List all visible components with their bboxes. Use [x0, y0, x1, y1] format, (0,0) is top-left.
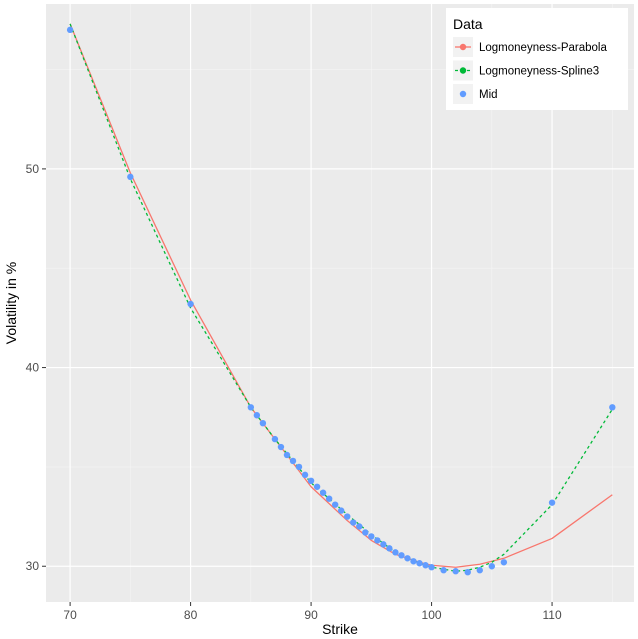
mid-point — [289, 457, 297, 465]
x-tick-label: 100 — [422, 608, 442, 622]
mid-point — [313, 483, 321, 490]
axis-ticks — [42, 168, 553, 606]
mid-point — [319, 489, 327, 496]
mid-point — [380, 541, 387, 548]
mid-point — [259, 419, 267, 427]
mid-point — [392, 549, 399, 556]
y-tick-label: 40 — [26, 361, 40, 375]
x-tick-label: 110 — [542, 608, 561, 622]
legend-background — [446, 8, 628, 110]
mid-point — [295, 463, 303, 471]
mid-point — [271, 435, 279, 443]
mid-point — [247, 404, 255, 411]
mid-point — [283, 451, 291, 459]
series-layer — [66, 23, 616, 576]
mid-point — [410, 558, 417, 565]
legend-title: Data — [453, 16, 483, 32]
mid-point — [404, 555, 411, 562]
mid-point — [331, 501, 339, 508]
logmoneyness-spline3-legend-marker — [459, 67, 467, 74]
x-tick-label: 70 — [63, 608, 77, 622]
legend-items: Logmoneyness-Parabola Logmoneyness-Spline… — [453, 37, 607, 104]
mid-point — [416, 560, 423, 567]
mid-point — [500, 559, 508, 566]
legend-label: Logmoneyness-Spline3 — [479, 66, 599, 78]
mid-point — [127, 173, 134, 181]
legend: Data Logmoneyness-Parabola Logmoneyness-S… — [446, 8, 628, 110]
mid-legend-marker — [459, 90, 467, 98]
mid-point — [344, 513, 351, 520]
mid-point — [398, 552, 405, 559]
x-axis-title: Strike — [322, 621, 358, 637]
legend-label: Logmoneyness-Parabola — [479, 42, 607, 54]
mid-point — [301, 471, 309, 479]
mid-point — [464, 568, 471, 576]
mid-point — [386, 545, 393, 552]
mid-point — [609, 404, 616, 411]
axis-labels: 70 80 90 100 110 30 40 50 — [26, 162, 562, 622]
mid-point — [338, 507, 345, 514]
y-axis-title: Volatility in % — [3, 262, 19, 344]
mid-point — [277, 443, 285, 451]
mid-point — [350, 519, 357, 526]
mid-point — [66, 26, 74, 34]
y-tick-label: 50 — [26, 162, 40, 176]
mid-point — [452, 568, 459, 575]
mid-point — [548, 499, 556, 506]
mid-point — [325, 495, 333, 502]
mid-point — [374, 537, 381, 544]
mid-point — [368, 533, 375, 540]
mid-point — [362, 529, 369, 536]
mid-point — [253, 412, 261, 419]
mid-point — [187, 300, 194, 308]
mid-point — [307, 477, 315, 485]
y-tick-label: 30 — [26, 559, 40, 573]
mid-point — [476, 567, 483, 574]
mid-point — [488, 563, 496, 570]
legend-label: Mid — [479, 89, 498, 101]
mid-point — [428, 564, 435, 571]
mid-point — [440, 567, 447, 574]
mid-point — [356, 523, 363, 530]
x-tick-label: 80 — [184, 608, 198, 622]
mid-point — [422, 562, 429, 569]
x-tick-label: 90 — [304, 608, 318, 622]
logmoneyness-parabola-legend-marker — [459, 43, 467, 51]
